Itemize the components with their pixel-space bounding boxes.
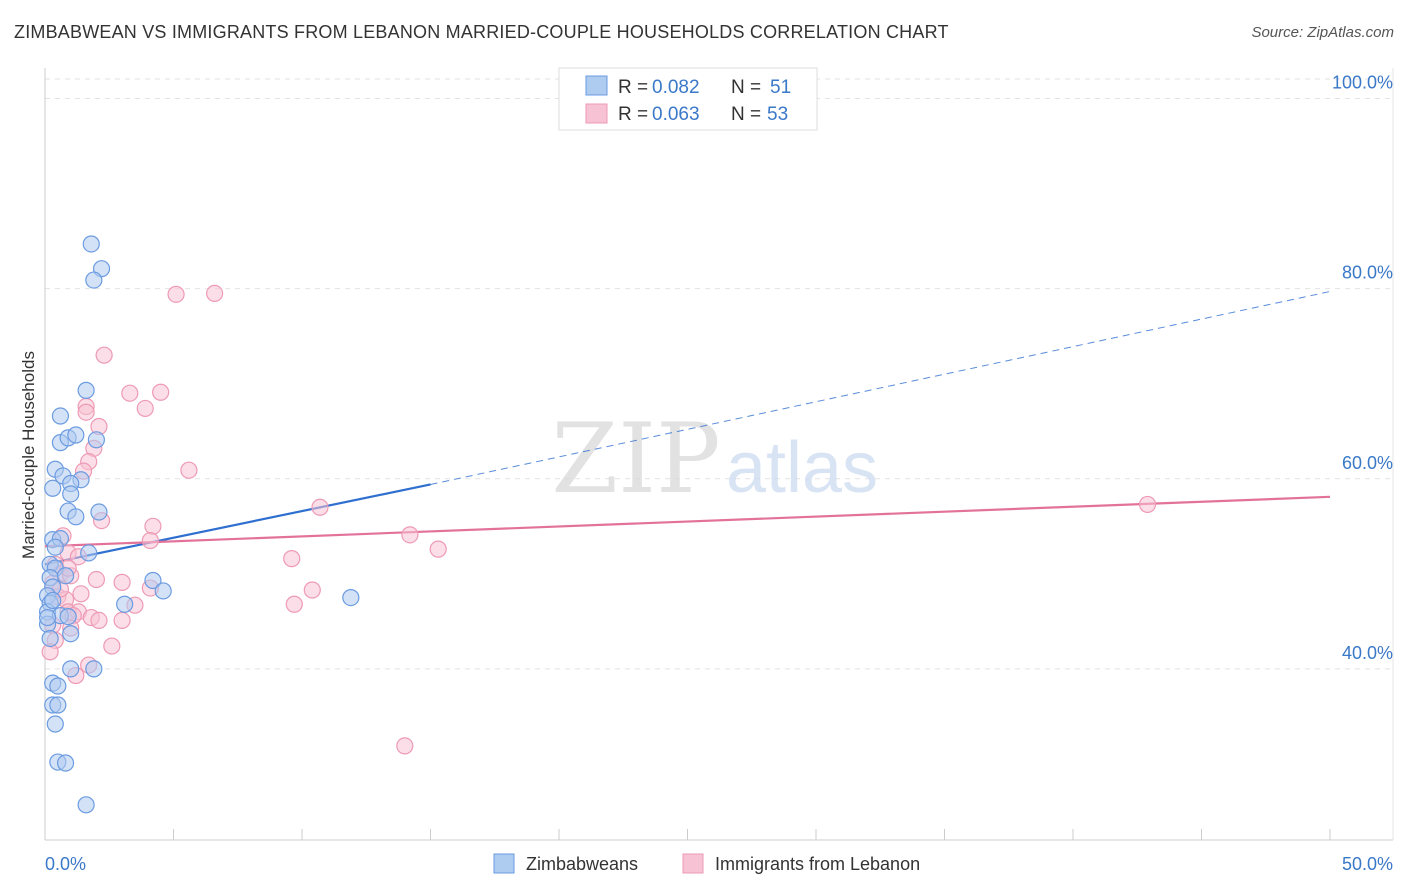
bottom-legend-swatch-lebanon [682, 853, 704, 874]
lebanon-point [180, 461, 198, 479]
watermark-zip: ZIP [551, 403, 720, 515]
zimbabwean-point [56, 754, 75, 772]
legend-r-value-2: 0.063 [652, 104, 700, 125]
lebanon-point [206, 284, 224, 302]
zimbabwean-point [56, 567, 75, 585]
zimbabwean-point [116, 595, 134, 613]
legend-n-value-1: 51 [770, 77, 791, 98]
zimbabwean-point [85, 660, 103, 678]
zimbabwean-point [90, 503, 108, 521]
zimbabwean-point [46, 715, 64, 733]
zimbabwean-point [342, 588, 360, 607]
zimbabwean-point [87, 431, 106, 449]
lebanon-point [90, 611, 108, 630]
zimbabwean-point [80, 544, 98, 562]
zimbabwean-trend-extension [430, 291, 1331, 485]
zimbabwean-point [85, 271, 103, 289]
bottom-legend-label-zimbabweans: Zimbabweans [526, 854, 638, 874]
zimbabwean-trend-line [44, 483, 431, 566]
lebanon-point [136, 399, 154, 418]
legend-swatch-zimbabweans [585, 75, 608, 96]
lebanon-point [144, 517, 162, 535]
lebanon-point [113, 611, 131, 630]
stats-legend: R = 0.082 N = 51 R = 0.063 N = 53 [558, 67, 818, 131]
lebanon-trend-line [44, 495, 1331, 548]
lebanon-point [121, 384, 139, 402]
zimbabwean-point [82, 235, 100, 253]
zimbabwean-point [67, 426, 85, 444]
svg-text:0.0%: 0.0% [45, 854, 86, 874]
x-tick-label-end: 50.0% [1342, 854, 1393, 874]
lebanon-point [283, 550, 301, 568]
y-tick-label: 40.0% [1342, 643, 1393, 663]
legend-n-value-2: 53 [767, 104, 788, 125]
watermark-atlas: atlas [726, 428, 878, 508]
y-tick-label: 80.0% [1342, 263, 1393, 283]
lebanon-point [429, 540, 447, 558]
zimbabwean-point [62, 485, 80, 503]
lebanon-point [87, 570, 106, 589]
zimbabwean-point [67, 508, 85, 526]
source-label: Source: ZipAtlas.com [1251, 24, 1394, 41]
zimbabwean-point [51, 407, 70, 425]
lebanon-point [72, 585, 90, 603]
svg-text:50.0%: 50.0% [1342, 854, 1393, 874]
points-layer [38, 235, 1157, 814]
zimbabwean-point [77, 796, 95, 814]
zimbabwean-point [62, 660, 80, 678]
zimbabwean-point [59, 608, 77, 626]
lebanon-point [1138, 495, 1157, 514]
zimbabwean-point [49, 696, 67, 714]
zimbabwean-point [144, 571, 162, 590]
chart-title: ZIMBABWEAN VS IMMIGRANTS FROM LEBANON MA… [14, 22, 949, 42]
zimbabwean-point [44, 591, 62, 610]
watermark: ZIP atlas [551, 403, 878, 515]
legend-r-label-1: R = [618, 77, 648, 98]
zimbabwean-point [77, 381, 95, 399]
axis-layer: 40.0% 60.0% 80.0% 100.0% [44, 68, 1394, 841]
y-axis-label: Married-couple Households [19, 351, 38, 559]
legend-n-label-1: N = [731, 77, 761, 98]
zimbabwean-point [62, 625, 80, 643]
lebanon-point [113, 573, 131, 591]
lebanon-point [401, 526, 419, 544]
zimbabwean-point [49, 677, 67, 695]
lebanon-point [396, 737, 414, 755]
lebanon-point [103, 637, 121, 655]
lebanon-point [285, 595, 303, 613]
x-tick-label-start: 0.0% [45, 854, 86, 874]
lebanon-point [141, 531, 159, 550]
zimbabwean-point [154, 582, 172, 600]
legend-n-label-2: N = [731, 104, 761, 125]
zimbabwean-point [38, 608, 57, 627]
zimbabwean-point [41, 629, 59, 648]
lebanon-point [167, 285, 185, 303]
y-tick-label: 60.0% [1342, 453, 1393, 473]
lebanon-point [152, 383, 170, 401]
grid-layer [45, 78, 1393, 670]
zimbabwean-point [44, 479, 62, 497]
lebanon-point [95, 346, 113, 364]
legend-r-value-1: 0.082 [652, 77, 700, 98]
legend-swatch-lebanon [585, 103, 608, 124]
zimbabwean-point [46, 538, 64, 556]
trend-layer [44, 291, 1331, 566]
y-tick-label: 100.0% [1332, 73, 1393, 93]
lebanon-point [303, 581, 321, 599]
bottom-legend-label-lebanon: Immigrants from Lebanon [715, 854, 920, 874]
lebanon-point [311, 498, 329, 516]
legend-r-label-2: R = [618, 104, 648, 125]
lebanon-point [77, 403, 95, 421]
bottom-legend-swatch-zimbabweans [493, 853, 515, 874]
series-legend: Zimbabweans Immigrants from Lebanon [493, 853, 920, 874]
